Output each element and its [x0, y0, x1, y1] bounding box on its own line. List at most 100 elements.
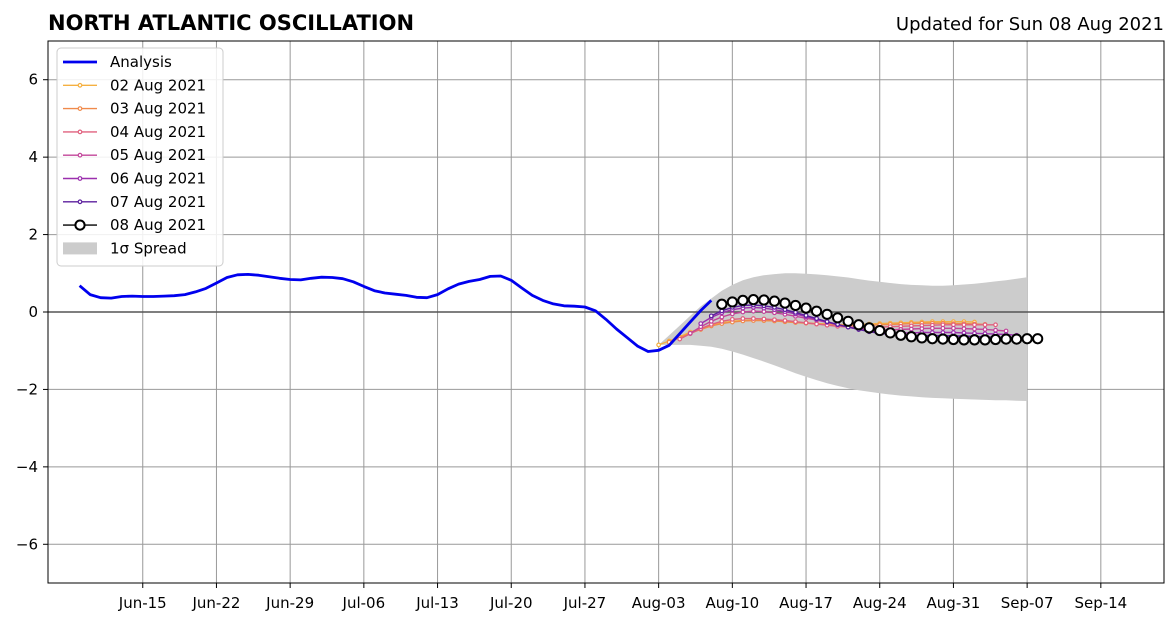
forecast-point: [768, 295, 781, 307]
x-tick-label: Jun-15: [118, 594, 167, 612]
y-tick-label: 4: [28, 148, 38, 166]
forecast-point: [729, 316, 735, 322]
forecast-point: [919, 326, 925, 332]
legend-label: 06 Aug 2021: [110, 170, 206, 188]
forecast-point: [940, 325, 946, 331]
forecast-point: [972, 326, 977, 332]
forecast-point: [824, 319, 830, 325]
y-tick-label: 0: [28, 303, 38, 321]
forecast-point: [789, 299, 802, 312]
x-tick-label: Aug-17: [779, 594, 833, 612]
forecast-point: [793, 309, 798, 315]
y-tick-label: −2: [16, 380, 38, 398]
forecast-point: [916, 332, 928, 344]
legend-marker: [77, 106, 83, 111]
forecast-point: [989, 333, 1002, 346]
chart-title: NORTH ATLANTIC OSCILLATION: [48, 11, 414, 35]
forecast-point: [1011, 333, 1023, 345]
forecast-point: [937, 333, 949, 345]
forecast-point: [719, 318, 725, 324]
forecast-point: [947, 333, 960, 346]
forecast-point: [853, 319, 865, 331]
forecast-point: [1021, 333, 1033, 345]
forecast-point: [842, 315, 854, 327]
legend-marker: [77, 129, 83, 135]
y-tick-label: 2: [28, 226, 38, 244]
forecast-point: [747, 294, 759, 306]
legend-label: 03 Aug 2021: [110, 100, 206, 118]
forecast-point: [782, 318, 788, 323]
forecast-point: [1000, 333, 1012, 345]
forecast-point: [884, 327, 896, 339]
x-tick-label: Jun-22: [191, 594, 240, 612]
legend: Analysis 02 Aug 2021 03 Aug 2021 04 Aug 202…: [56, 47, 224, 267]
forecast-point: [729, 311, 735, 317]
x-tick-label: Jul-13: [415, 594, 459, 612]
forecast-point: [821, 308, 833, 320]
forecast-point: [926, 333, 938, 345]
y-tick-label: 6: [28, 71, 38, 89]
forecast-point: [793, 319, 798, 325]
forecast-point: [905, 331, 917, 343]
x-tick-label: Jul-20: [489, 594, 533, 612]
forecast-point: [656, 342, 662, 348]
forecast-point: [993, 322, 998, 328]
x-tick-label: Jul-27: [563, 594, 607, 612]
legend-label: 1σ Spread: [110, 239, 187, 257]
x-tick-label: Jul-06: [342, 594, 386, 612]
forecast-point: [982, 322, 988, 328]
updated-label: Updated for Sun 08 Aug 2021: [896, 14, 1164, 35]
legend-marker: [77, 82, 83, 88]
forecast-point: [687, 330, 693, 336]
forecast-point: [810, 305, 823, 317]
y-tick-label: −4: [16, 458, 38, 476]
x-tick-label: Aug-03: [632, 594, 686, 612]
forecast-point: [750, 316, 756, 321]
forecast-point: [968, 334, 981, 346]
forecast-point: [961, 326, 967, 332]
analysis-line: [78, 272, 713, 353]
y-axis: −6 −4 −2 0 2 4 6: [16, 71, 48, 553]
forecast-point: [698, 321, 704, 327]
x-tick-label: Sep-07: [1001, 594, 1054, 612]
x-tick-label: Aug-24: [853, 594, 907, 612]
x-tick-label: Jun-29: [265, 594, 314, 612]
forecast-point: [758, 294, 770, 306]
legend-marker: [77, 176, 83, 181]
forecast-point: [719, 314, 725, 320]
forecast-point: [874, 324, 886, 337]
forecast-point: [814, 316, 819, 321]
forecast-point: [708, 313, 714, 319]
forecast-point: [737, 294, 749, 306]
x-tick-label: Sep-14: [1074, 594, 1127, 612]
forecast-point: [740, 309, 746, 315]
y-tick-label: −6: [16, 535, 38, 553]
forecast-point: [779, 297, 791, 309]
forecast-point: [958, 334, 970, 346]
forecast-point: [677, 336, 683, 342]
legend-swatch: [63, 242, 97, 255]
forecast-point: [908, 326, 914, 332]
legend-label: 08 Aug 2021: [110, 216, 206, 234]
forecast-point: [803, 313, 809, 318]
forecast-point: [761, 316, 767, 322]
series-layer: [78, 272, 1044, 353]
legend-label: Analysis: [110, 53, 172, 71]
legend-marker: [74, 219, 86, 231]
forecast-point: [979, 334, 991, 346]
forecast-point: [895, 329, 907, 341]
forecast-point: [832, 312, 844, 324]
x-tick-label: Aug-31: [927, 594, 981, 612]
forecast-point: [726, 296, 738, 308]
x-tick-label: Aug-10: [705, 594, 759, 612]
forecast-point: [740, 316, 746, 321]
forecast-point: [972, 322, 977, 328]
forecast-point: [1032, 333, 1044, 345]
forecast-point: [750, 308, 756, 314]
forecast-point: [929, 325, 935, 331]
legend-label: 04 Aug 2021: [110, 123, 206, 141]
forecast-point: [708, 318, 714, 324]
x-axis: Jun-15 Jun-22 Jun-29 Jul-06 Jul-13 Jul-20 Jul-…: [118, 583, 1127, 612]
legend-label: 05 Aug 2021: [110, 146, 206, 164]
